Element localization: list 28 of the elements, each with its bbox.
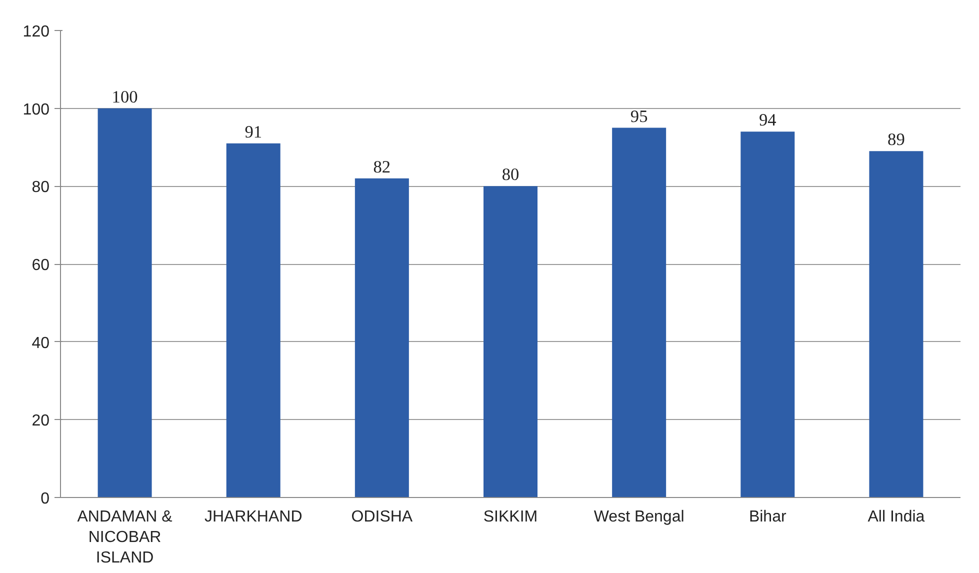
bar bbox=[226, 143, 280, 498]
x-tick-label: ODISHA bbox=[351, 508, 413, 526]
bar bbox=[612, 128, 666, 498]
bar bbox=[354, 178, 409, 498]
y-tick-label: 120 bbox=[22, 24, 50, 40]
data-label: 95 bbox=[630, 106, 648, 126]
data-label: 94 bbox=[758, 110, 777, 130]
y-tick-label: 0 bbox=[40, 490, 50, 508]
x-tick-label: JHARKHAND bbox=[204, 508, 302, 526]
y-tick-label: 20 bbox=[32, 412, 50, 430]
y-tick-label: 60 bbox=[32, 257, 50, 274]
x-tick-label: Bihar bbox=[748, 508, 787, 526]
y-tick-label: 80 bbox=[32, 179, 50, 196]
bar bbox=[740, 132, 795, 498]
y-tick-label: 40 bbox=[32, 334, 50, 352]
data-label: 82 bbox=[373, 157, 391, 176]
data-label: 80 bbox=[502, 165, 520, 184]
x-tick-label: ANDAMAN & NICOBAR ISLAND bbox=[77, 508, 173, 566]
bar bbox=[98, 108, 152, 498]
data-label: 100 bbox=[112, 87, 138, 106]
bar bbox=[484, 186, 538, 498]
data-label: 89 bbox=[888, 130, 905, 150]
y-tick-label: 100 bbox=[22, 101, 50, 118]
x-tick-label: All India bbox=[868, 508, 925, 526]
x-tick-label: SIKKIM bbox=[483, 508, 538, 526]
data-label: 91 bbox=[244, 122, 262, 142]
x-tick-label: West Bengal bbox=[594, 508, 684, 526]
bar bbox=[869, 151, 924, 498]
